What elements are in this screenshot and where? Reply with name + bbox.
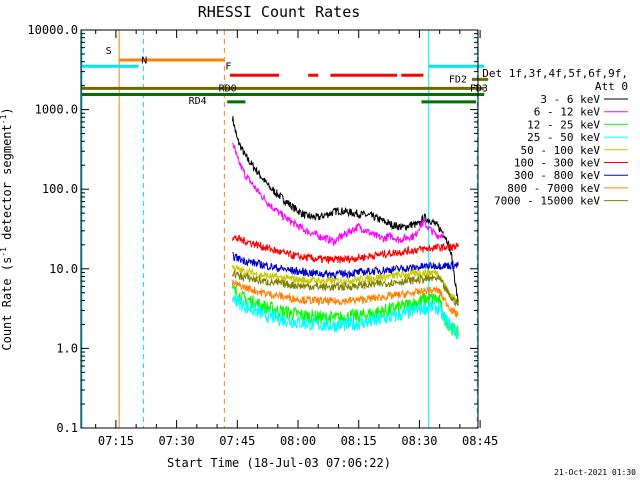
y-axis-label-sup: -1 xyxy=(0,114,8,124)
render-timestamp: 21-Oct-2021 01:30 xyxy=(554,468,636,477)
x-tick-label: 08:45 xyxy=(462,434,498,448)
legend-entry-label: 3 - 6 keV xyxy=(540,93,600,106)
y-tick-label: 10.0 xyxy=(49,262,78,276)
legend-header-line: Att 0 xyxy=(595,80,628,93)
series-line xyxy=(231,292,459,340)
flag-bar-label: S xyxy=(106,46,112,57)
chart-title: RHESSI Count Rates xyxy=(198,3,361,21)
flag-bar-label: RD0 xyxy=(219,83,237,94)
legend-entry-label: 7000 - 15000 keV xyxy=(494,195,600,208)
x-tick-label: 08:00 xyxy=(280,434,316,448)
legend-entry-label: 300 - 800 keV xyxy=(514,169,600,182)
x-tick-label: 07:45 xyxy=(219,434,255,448)
y-tick-label: 1.0 xyxy=(56,341,78,355)
legend-entry-label: 6 - 12 keV xyxy=(534,106,601,119)
y-axis-label: Count Rate (s-1 detector segment-1) xyxy=(0,107,14,350)
x-axis-label: Start Time (18-Jul-03 07:06:22) xyxy=(167,456,391,470)
series-line xyxy=(231,270,459,308)
axes: 0.1 1.0 10.0 100.0 1000.0 10000.0 07:15 07:30 07… xyxy=(27,23,498,448)
y-tick-label: 1000.0 xyxy=(35,103,78,117)
legend-entry-label: 12 - 25 keV xyxy=(527,118,600,131)
y-tick-label: 0.1 xyxy=(56,421,78,435)
x-tick-label: 08:30 xyxy=(401,434,437,448)
flag-bar-label: F xyxy=(225,61,231,72)
legend-entry-label: 100 - 300 keV xyxy=(514,157,600,170)
y-tick-label: 10000.0 xyxy=(27,23,78,37)
flag-bar-label: FD3 xyxy=(470,83,488,94)
flag-bar-label: RD4 xyxy=(189,96,207,107)
y-axis-label-part: Count Rate (s xyxy=(0,257,14,351)
x-tick-label: 07:15 xyxy=(98,434,134,448)
series-line xyxy=(231,234,459,264)
plot-frame xyxy=(80,29,479,429)
legend-entry-label: 50 - 100 keV xyxy=(521,144,601,157)
y-axis-label-sup: -1 xyxy=(0,247,8,257)
legend-entry-label: 25 - 50 keV xyxy=(527,131,600,144)
legend-entry-label: 800 - 7000 keV xyxy=(507,182,600,195)
legend: Det 1f,3f,4f,5f,6f,9f, Att 0 3 - 6 keV6 … xyxy=(482,67,628,208)
y-axis-label-part: detector segment xyxy=(0,124,14,247)
series-line xyxy=(231,279,459,318)
series-line xyxy=(232,142,445,247)
flag-bar-label: N xyxy=(141,55,147,66)
y-axis-label-part: ) xyxy=(0,107,14,114)
series-line xyxy=(232,251,459,280)
legend-header-line: Det 1f,3f,4f,5f,6f,9f, xyxy=(482,67,628,80)
y-tick-label: 100.0 xyxy=(42,182,78,196)
x-tick-label: 07:30 xyxy=(159,434,195,448)
flag-bar-label: FD2 xyxy=(449,75,467,86)
x-tick-label: 08:15 xyxy=(341,434,377,448)
